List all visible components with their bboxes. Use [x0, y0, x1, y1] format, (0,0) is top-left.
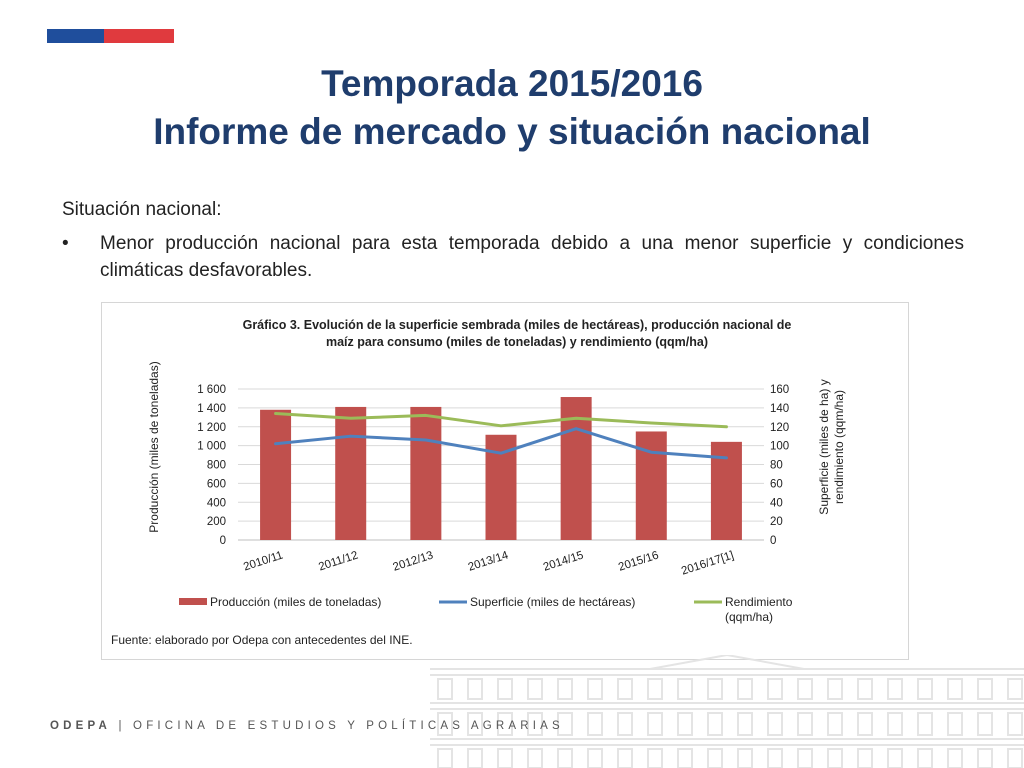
bullet-item: • Menor producción nacional para esta te…: [62, 230, 964, 284]
x-tick-label: 2014/15: [542, 549, 585, 573]
chile-flag-stripe: [47, 29, 174, 43]
right-tick-label: 100: [770, 441, 789, 453]
left-tick-label: 1 200: [197, 422, 226, 434]
chart-lines: [274, 412, 728, 460]
bullet-marker: •: [62, 233, 69, 254]
x-tick-label: 2015/16: [617, 549, 660, 573]
right-tick-label: 160: [770, 384, 789, 396]
slide-title-line1: Temporada 2015/2016: [321, 63, 703, 104]
bar-produccion: [560, 397, 592, 540]
right-tick-label: 120: [770, 422, 789, 434]
left-tick-label: 1 000: [197, 441, 226, 453]
bar-produccion: [335, 406, 367, 540]
flag-blue-segment: [47, 29, 104, 43]
x-tick-label: 2010/11: [242, 549, 284, 573]
section-label: Situación nacional:: [62, 199, 222, 220]
chart-title-line1: Gráfico 3. Evolución de la superficie se…: [243, 318, 792, 332]
footer-separator: |: [118, 720, 126, 732]
legend-swatch-produccion: [179, 598, 207, 605]
line-superficie: [274, 427, 728, 460]
right-tick-label: 40: [770, 497, 783, 509]
chart-bars: [260, 397, 742, 540]
left-tick-label: 600: [207, 478, 226, 490]
left-axis-ticks: 0 200 400 600 800 1 000 1 200 1 400 1 600: [197, 384, 226, 547]
combo-chart: Gráfico 3. Evolución de la superficie se…: [111, 318, 846, 647]
building-watermark: [430, 655, 1024, 768]
left-tick-label: 0: [220, 535, 226, 547]
right-tick-label: 20: [770, 516, 783, 528]
chart-panel: Gráfico 3. Evolución de la superficie se…: [101, 302, 909, 660]
right-tick-label: 0: [770, 535, 776, 547]
bullet-text: Menor producción nacional para esta temp…: [100, 233, 964, 281]
chart-source: Fuente: elaborado por Odepa con antecede…: [111, 633, 413, 647]
footer-org: ODEPA: [50, 720, 112, 732]
legend-label-produccion: Producción (miles de toneladas): [210, 595, 381, 609]
right-tick-label: 60: [770, 478, 783, 490]
legend-label-rendimiento: Rendimiento (qqm/ha): [725, 595, 793, 624]
slide-title-line2: Informe de mercado y situación nacional: [153, 111, 871, 152]
bar-produccion: [410, 406, 442, 540]
legend-label-superficie: Superficie (miles de hectáreas): [470, 595, 635, 609]
x-tick-label: 2011/12: [317, 549, 359, 573]
line-rendimiento: [274, 412, 728, 429]
right-tick-label: 80: [770, 460, 783, 472]
bar-produccion: [260, 409, 292, 540]
x-axis-ticks: 2010/11 2011/12 2012/13 2013/14 2014/15 2015/…: [242, 549, 735, 577]
flag-red-segment: [104, 29, 174, 43]
left-axis-label: Producción (miles de toneladas): [147, 361, 161, 532]
footer-name: OFICINA DE ESTUDIOS Y POLÍTICAS AGRARIAS: [133, 720, 564, 732]
left-tick-label: 800: [207, 460, 226, 472]
x-tick-label: 2013/14: [467, 549, 511, 573]
left-tick-label: 1 400: [197, 403, 226, 415]
right-axis-label-line2: rendimiento (qqm/ha): [832, 390, 846, 504]
slide-title: Temporada 2015/2016 Informe de mercado y…: [0, 60, 1024, 156]
left-tick-label: 1 600: [197, 384, 226, 396]
chart-title-line2: maíz para consumo (miles de toneladas) y…: [326, 335, 708, 349]
footer: ODEPA | OFICINA DE ESTUDIOS Y POLÍTICAS …: [50, 720, 564, 732]
right-tick-label: 140: [770, 403, 789, 415]
x-tick-label: 2012/13: [392, 549, 435, 573]
right-axis-label-line1: Superficie (miles de ha) y: [817, 379, 831, 514]
left-tick-label: 200: [207, 516, 226, 528]
chart-legend: Producción (miles de toneladas) Superfici…: [179, 595, 793, 624]
left-tick-label: 400: [207, 497, 226, 509]
right-axis-ticks: 0 20 40 60 80 100 120 140 160: [770, 384, 789, 547]
x-tick-label: 2016/17[1]: [680, 549, 735, 577]
